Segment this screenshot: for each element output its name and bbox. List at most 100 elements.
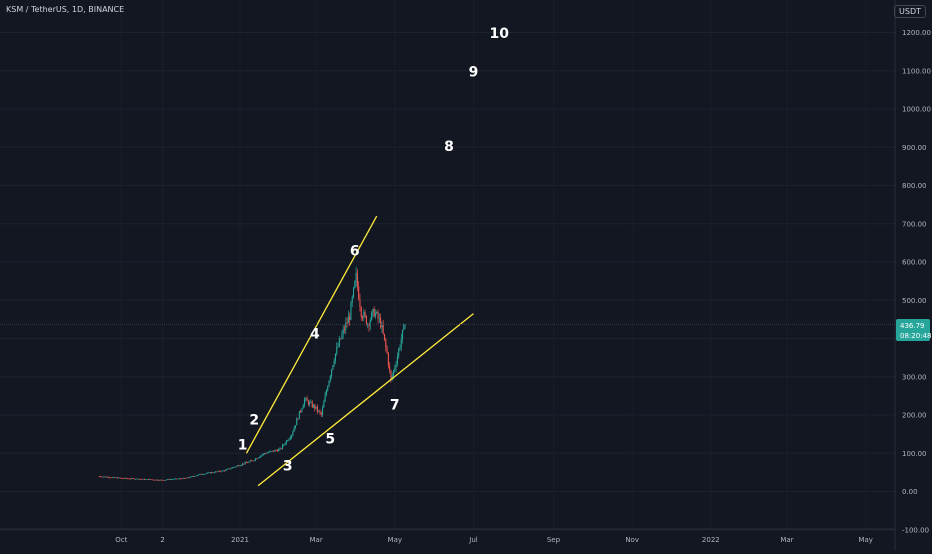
candle-body	[185, 478, 187, 479]
wave-label: 4	[310, 327, 320, 343]
candle-body	[217, 470, 219, 472]
candle-body	[369, 320, 371, 326]
candle-body	[316, 406, 318, 412]
candle-body	[276, 450, 278, 452]
candle-body	[303, 399, 306, 406]
candle-body	[145, 479, 147, 480]
candle-body	[345, 322, 347, 331]
candle-body	[162, 479, 164, 481]
candle-body	[301, 408, 303, 412]
candle-body	[120, 477, 122, 479]
x-tick-label: Mar	[310, 536, 323, 544]
currency-badge[interactable]: USDT	[894, 5, 926, 18]
x-tick-label: 2022	[702, 536, 720, 544]
x-tick-label: Nov	[625, 536, 639, 544]
candle-body	[331, 369, 333, 377]
candle-body	[172, 479, 174, 480]
candle-body	[381, 325, 383, 328]
candle-body	[340, 338, 342, 340]
candle-body	[352, 287, 355, 297]
candle-body	[231, 467, 233, 469]
wave-label: 1	[238, 437, 248, 453]
candle-body	[110, 477, 112, 479]
candle-body	[235, 466, 237, 467]
trendline[interactable]	[257, 313, 474, 487]
candle-body	[177, 478, 179, 480]
trendline[interactable]	[245, 215, 378, 454]
candles	[98, 266, 406, 481]
candle-body	[392, 370, 395, 376]
candle-body	[128, 478, 130, 480]
candle-body	[221, 470, 223, 472]
trendlines[interactable]	[245, 215, 474, 487]
symbol-title[interactable]: KSM / TetherUS, 1D, BINANCE	[6, 5, 125, 14]
candle-body	[383, 333, 386, 340]
candle-body	[292, 431, 294, 435]
candle-body	[391, 375, 393, 380]
x-tick-label: May	[858, 536, 872, 544]
candle-body	[403, 324, 405, 330]
candle-body	[349, 316, 351, 320]
candle-body	[262, 453, 264, 455]
candle-body	[380, 318, 382, 328]
candle-body	[182, 477, 184, 479]
candle-body	[320, 412, 322, 415]
candle-body	[367, 324, 369, 326]
candle-body	[398, 348, 400, 357]
candle-body	[118, 477, 120, 479]
candle-body	[298, 411, 300, 420]
candle-body	[354, 281, 356, 288]
candle-body	[176, 478, 178, 480]
candle-body	[127, 478, 129, 480]
candle-body	[251, 460, 253, 462]
candle-body	[242, 463, 244, 465]
candle-body	[272, 450, 275, 452]
candle-body	[311, 402, 313, 408]
candle-body	[394, 367, 396, 371]
x-axis-ticks: Oct 2 2021 Mar May Jul Sep Nov 2022 Mar May	[115, 536, 873, 544]
candle-body	[171, 479, 173, 481]
candle-body	[159, 479, 161, 481]
candle-body	[293, 427, 295, 432]
candle-body	[167, 479, 169, 481]
candle-body	[129, 478, 131, 480]
candle-body	[243, 463, 245, 465]
candle-body	[310, 402, 312, 403]
candle-body	[269, 451, 271, 453]
candle-body	[365, 315, 367, 325]
candle-body	[107, 476, 109, 478]
candle-body	[190, 476, 192, 478]
candle-body	[374, 313, 376, 317]
candle-body	[194, 476, 196, 477]
candle-body	[400, 338, 402, 348]
candle-body	[278, 449, 280, 452]
candle-body	[186, 477, 188, 479]
candle-body	[342, 329, 344, 334]
candle-body	[265, 453, 267, 455]
candle-body	[115, 477, 117, 479]
candle-body	[230, 468, 232, 470]
candle-body	[208, 472, 210, 474]
candle-body	[318, 410, 320, 412]
candle-body	[258, 457, 260, 458]
candle-body	[288, 438, 290, 441]
wave-label: 2	[249, 413, 259, 429]
candle-body	[123, 478, 125, 480]
candle-body	[180, 478, 182, 480]
candle-body	[124, 477, 126, 479]
candle-body	[248, 461, 250, 463]
candle-body	[254, 458, 257, 461]
candle-body	[213, 472, 215, 474]
candle-body	[387, 353, 389, 366]
candle-body	[322, 407, 324, 415]
candle-body	[337, 346, 339, 348]
candle-body	[122, 477, 124, 479]
candle-body	[183, 477, 186, 479]
candle-body	[198, 474, 200, 476]
candle-body	[319, 410, 321, 413]
candle-body	[283, 444, 285, 446]
candle-body	[362, 317, 364, 319]
candle-body	[173, 478, 175, 480]
